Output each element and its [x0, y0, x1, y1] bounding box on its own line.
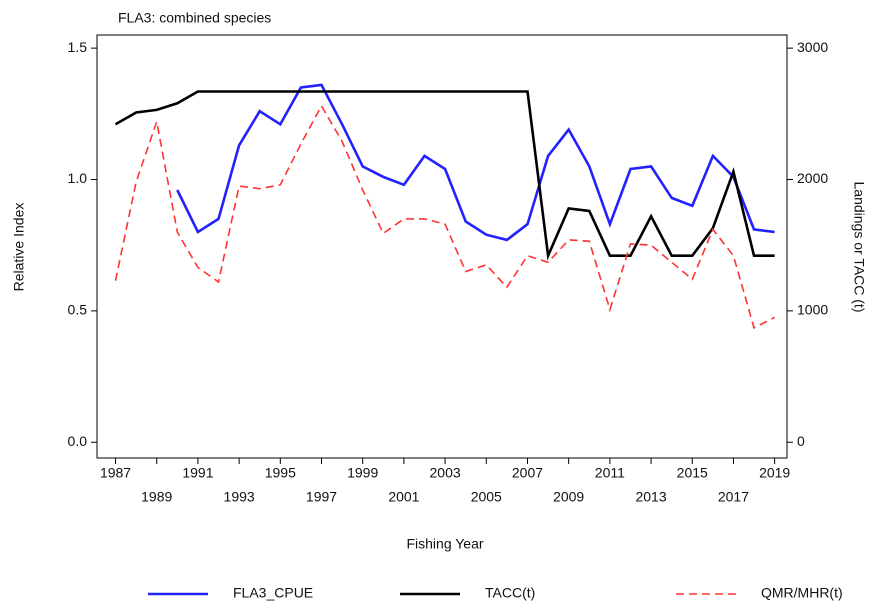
x-tick-label: 1987: [100, 465, 131, 481]
y-tick-label: 1.5: [68, 39, 88, 55]
y2-tick-label: 1000: [797, 302, 828, 318]
y-tick-label: 1.0: [68, 170, 88, 186]
x-tick-label: 2015: [677, 465, 708, 481]
x-tick-label: 2017: [718, 489, 749, 505]
x-tick-label: 2007: [512, 465, 543, 481]
x-axis-label: Fishing Year: [406, 536, 483, 552]
y-tick-label: 0.5: [68, 302, 88, 318]
chart-title: FLA3: combined species: [118, 10, 271, 26]
x-tick-label: 2001: [388, 489, 419, 505]
x-tick-label: 1999: [347, 465, 378, 481]
series-line: [176, 83, 775, 242]
x-tick-label: 2009: [553, 489, 584, 505]
x-tick-label: 2003: [430, 465, 461, 481]
y2-tick-label: 3000: [797, 39, 828, 55]
legend-label: TACC(t): [485, 585, 535, 601]
y2-tick-label: 2000: [797, 170, 828, 186]
y-tick-label: 0.0: [68, 433, 88, 449]
x-tick-label: 2013: [635, 489, 666, 505]
y2-tick-label: 0: [797, 433, 805, 449]
y-axis-label: Relative Index: [11, 203, 27, 292]
x-tick-label: 2011: [595, 465, 625, 481]
plot-frame: [96, 34, 788, 459]
y2-axis-label: Landings or TACC (t): [851, 182, 867, 313]
series-line: [114, 104, 775, 330]
series-line: [114, 90, 775, 261]
legend-label: FLA3_CPUE: [233, 585, 313, 601]
x-tick-label: 1995: [265, 465, 296, 481]
x-tick-label: 1989: [141, 489, 172, 505]
x-tick-label: 1997: [306, 489, 337, 505]
x-tick-label: 2019: [759, 465, 790, 481]
legend-label: QMR/MHR(t): [761, 585, 843, 601]
x-tick-label: 1993: [224, 489, 255, 505]
x-tick-label: 1991: [182, 465, 213, 481]
x-tick-label: 2005: [471, 489, 502, 505]
